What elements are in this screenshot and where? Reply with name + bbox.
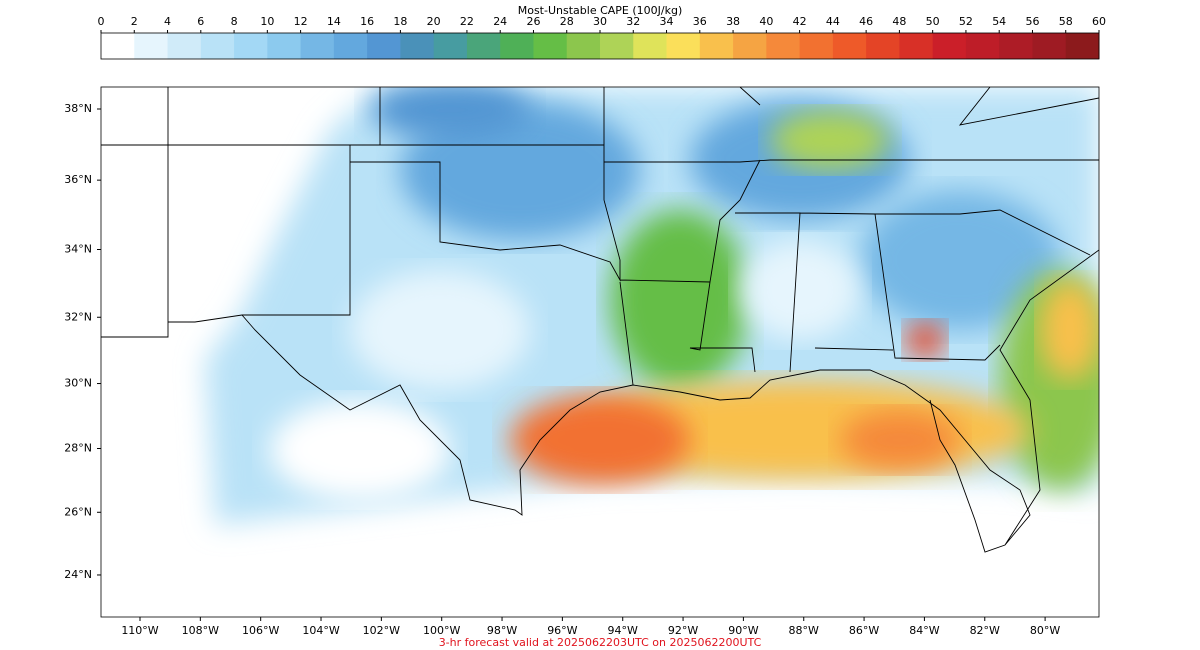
lat-label: 30°N: [64, 377, 92, 390]
colorbar-bin: [267, 33, 302, 59]
lon-label: 94°W: [608, 624, 638, 637]
lat-label: 24°N: [64, 568, 92, 581]
colorbar-bin: [433, 33, 468, 59]
colorbar-bin: [932, 33, 967, 59]
colorbar-tick-label: 14: [327, 15, 341, 28]
colorbar-title: Most-Unstable CAPE (100J/kg): [518, 4, 683, 17]
lon-label: 96°W: [547, 624, 577, 637]
colorbar-bin: [333, 33, 368, 59]
colorbar-tick-label: 28: [560, 15, 574, 28]
colorbar-tick-label: 56: [1025, 15, 1039, 28]
lon-label: 86°W: [849, 624, 879, 637]
colorbar-tick-label: 0: [98, 15, 105, 28]
lon-label: 98°W: [487, 624, 517, 637]
colorbar-bin: [733, 33, 767, 59]
lat-label: 38°N: [64, 102, 92, 115]
colorbar-bin: [965, 33, 1000, 59]
lon-label: 90°W: [728, 624, 758, 637]
colorbar-bin: [300, 33, 335, 59]
colorbar-tick-label: 2: [131, 15, 138, 28]
colorbar-tick-label: 60: [1092, 15, 1106, 28]
colorbar-tick-label: 40: [759, 15, 773, 28]
colorbar-bin: [500, 33, 534, 59]
colorbar-tick-label: 32: [626, 15, 640, 28]
colorbar-bin: [832, 33, 867, 59]
colorbar-tick-label: 46: [859, 15, 873, 28]
lon-label: 110°W: [121, 624, 158, 637]
colorbar-tick-label: 30: [593, 15, 607, 28]
colorbar-tick-label: 54: [992, 15, 1006, 28]
colorbar-bin: [866, 33, 900, 59]
colorbar-bin: [799, 33, 834, 59]
colorbar-bin: [633, 33, 668, 59]
lat-label: 28°N: [64, 442, 92, 455]
colorbar-tick-label: 22: [460, 15, 474, 28]
lon-label: 92°W: [668, 624, 698, 637]
colorbar-bin: [533, 33, 568, 59]
colorbar-tick-label: 58: [1059, 15, 1073, 28]
colorbar-bin: [1065, 33, 1100, 59]
colorbar-bin: [766, 33, 801, 59]
colorbar-tick-label: 10: [260, 15, 274, 28]
borders: [101, 87, 1099, 553]
colorbar-bin: [899, 33, 934, 59]
colorbar-bin: [400, 33, 435, 59]
colorbar-tick-label: 52: [959, 15, 973, 28]
colorbar-tick-label: 48: [892, 15, 906, 28]
colorbar-bin: [466, 33, 501, 59]
colorbar-tick-label: 18: [393, 15, 407, 28]
lon-label: 108°W: [182, 624, 219, 637]
colorbar-tick-label: 50: [926, 15, 940, 28]
lat-label: 34°N: [64, 243, 92, 256]
colorbar-bin: [566, 33, 601, 59]
colorbar-bin: [234, 33, 268, 59]
colorbar-bin: [200, 33, 235, 59]
colorbar-tick-label: 38: [726, 15, 740, 28]
forecast-footer: 3-hr forecast valid at 2025062203UTC on …: [439, 636, 762, 649]
colorbar-bin: [367, 33, 401, 59]
lon-label: 102°W: [363, 624, 400, 637]
lat-label: 36°N: [64, 173, 92, 186]
colorbar-bin: [600, 33, 634, 59]
colorbar-tick-label: 44: [826, 15, 840, 28]
lon-label: 106°W: [242, 624, 279, 637]
colorbar-tick-label: 26: [526, 15, 540, 28]
colorbar-tick-label: 8: [231, 15, 238, 28]
colorbar-bin: [101, 33, 135, 59]
colorbar-bin: [999, 33, 1033, 59]
colorbar-tick-label: 16: [360, 15, 374, 28]
colorbar-bin: [167, 33, 202, 59]
cape-field: [205, 87, 1099, 525]
colorbar-bin: [1032, 33, 1067, 59]
lon-label: 84°W: [909, 624, 939, 637]
lon-label: 80°W: [1030, 624, 1060, 637]
colorbar-tick-label: 12: [294, 15, 308, 28]
lat-label: 32°N: [64, 310, 92, 323]
colorbar-bin: [134, 33, 169, 59]
lon-label: 104°W: [302, 624, 339, 637]
lon-label: 88°W: [789, 624, 819, 637]
colorbar-bin: [666, 33, 701, 59]
colorbar-tick-label: 42: [793, 15, 807, 28]
colorbar-bin: [699, 33, 734, 59]
colorbar-tick-label: 36: [693, 15, 707, 28]
colorbar-tick-label: 6: [197, 15, 204, 28]
lon-label: 100°W: [423, 624, 460, 637]
colorbar-tick-label: 20: [427, 15, 441, 28]
lat-label: 26°N: [64, 505, 92, 518]
colorbar-tick-label: 4: [164, 15, 171, 28]
colorbar-tick-label: 24: [493, 15, 507, 28]
lon-label: 82°W: [970, 624, 1000, 637]
colorbar-tick-label: 34: [660, 15, 674, 28]
map-frame: [100, 86, 1100, 618]
